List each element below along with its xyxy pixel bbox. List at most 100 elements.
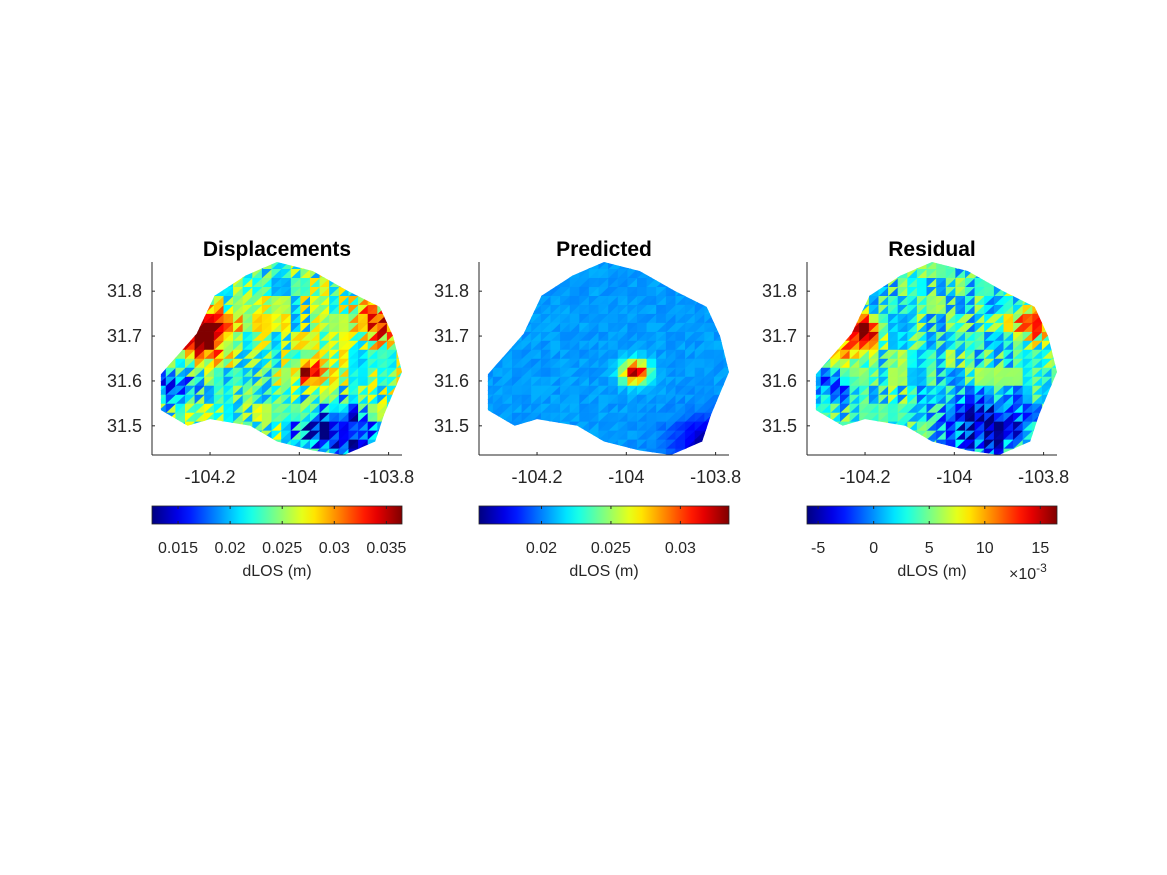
mesh-triangle [540, 286, 552, 297]
panel-predicted: 31.5 31.6 31.7 31.8 -104.2 -104 -103.8 Predicte… [434, 238, 741, 580]
y-tick-label: 31.8 [107, 281, 142, 301]
colorbar-tick-label: 0.025 [591, 540, 631, 557]
mesh-triangle [511, 420, 523, 431]
mesh-triangle [684, 447, 696, 455]
mesh-triangle [521, 420, 533, 431]
mesh-triangle [858, 295, 870, 305]
mesh-triangle [704, 412, 715, 422]
mesh-triangle [175, 420, 187, 431]
mesh-triangle [271, 438, 283, 449]
panel-residual: 31.5 31.6 31.7 31.8 -104.2 -104 -103.8 Residual… [762, 238, 1069, 583]
mesh-triangle [386, 322, 398, 333]
mesh-triangle [175, 340, 187, 351]
mesh-triangle [492, 348, 504, 359]
mesh-triangle [815, 411, 822, 422]
mesh-triangle [1032, 420, 1043, 431]
mesh-triangle [685, 447, 696, 455]
mesh-triangle [338, 277, 350, 288]
mesh-triangle [907, 262, 918, 270]
x-tick-label: -104 [936, 467, 972, 487]
mesh-triangle [160, 411, 167, 422]
mesh-triangle [820, 348, 832, 359]
mesh-triangle [252, 262, 263, 270]
mesh-triangle [993, 277, 1005, 288]
mesh-triangle [487, 366, 494, 377]
mesh-triangle [626, 262, 638, 270]
mesh-triangle [974, 268, 986, 279]
mesh-triangle [251, 262, 263, 270]
colorbar-exponent: ×10-3 [1009, 561, 1047, 583]
mesh-triangle [588, 262, 600, 270]
mesh-triangle [487, 411, 494, 422]
mesh-triangle [300, 262, 312, 270]
mesh-triangle [377, 420, 388, 431]
x-tick-label: -104.2 [185, 467, 236, 487]
mesh-triangle [386, 394, 398, 405]
mesh-triangle [511, 330, 523, 341]
mesh-triangle [578, 262, 590, 270]
triangle-mesh [160, 262, 402, 455]
panel-title: Displacements [203, 238, 351, 261]
mesh-triangle [829, 339, 841, 350]
colorbar-tick-label: 0 [869, 540, 878, 557]
mesh-triangle [165, 349, 177, 360]
y-tick-label: 31.7 [762, 326, 797, 346]
mesh-triangle [386, 403, 398, 414]
y-tick-label: 31.6 [107, 371, 142, 391]
mesh-triangle [1051, 358, 1057, 369]
mesh-triangle [223, 277, 234, 288]
mesh-triangle [492, 349, 504, 360]
mesh-triangle [723, 376, 729, 387]
mesh-triangle [386, 402, 398, 413]
colorbar-tick-label: -5 [811, 540, 825, 557]
mesh-triangle [194, 312, 205, 323]
panel-title: Predicted [556, 238, 652, 261]
mesh-triangle [540, 420, 552, 431]
colorbar [478, 505, 730, 525]
mesh-triangle [713, 322, 725, 333]
mesh-triangle [955, 262, 967, 270]
mesh-triangle [194, 420, 206, 431]
mesh-triangle [377, 412, 388, 422]
mesh-triangle [377, 429, 388, 440]
mesh-triangle [723, 349, 729, 360]
x-tick-label: -104.2 [512, 467, 563, 487]
mesh-triangle [560, 420, 571, 431]
panel-title: Residual [888, 238, 976, 261]
mesh-triangle [675, 447, 687, 455]
mesh-triangle [627, 262, 639, 270]
mesh-triangle [319, 447, 331, 455]
mesh-triangle [907, 429, 918, 440]
mesh-triangle [703, 429, 715, 440]
mesh-triangle [955, 447, 967, 455]
x-tick-label: -103.8 [1018, 467, 1069, 487]
mesh-triangle [704, 429, 715, 440]
mesh-triangle [878, 277, 889, 288]
mesh-triangle [964, 447, 976, 455]
mesh-triangle [1041, 394, 1053, 405]
mesh-triangle [713, 394, 725, 405]
mesh-triangle [348, 447, 360, 455]
mesh-triangle [627, 447, 639, 455]
mesh-triangle [815, 412, 822, 422]
mesh-triangle [300, 447, 312, 455]
mesh-triangle [974, 447, 986, 455]
mesh-triangle [367, 295, 379, 306]
mesh-triangle [377, 304, 388, 315]
mesh-triangle [1051, 367, 1057, 378]
colorbar-label: dLOS (m) [897, 563, 966, 580]
mesh-triangle [550, 420, 562, 431]
mesh-triangle [723, 358, 729, 369]
colorbar-tick-label: 10 [976, 540, 994, 557]
mesh-triangle [906, 262, 918, 270]
mesh-triangle [579, 429, 590, 440]
mesh-triangle [396, 358, 402, 369]
mesh-triangle [487, 412, 494, 422]
mesh-triangle [665, 277, 677, 288]
colorbar-tick-label: 0.03 [319, 540, 350, 557]
mesh-triangle [868, 420, 880, 431]
mesh-triangle [338, 277, 350, 288]
mesh-triangle [926, 438, 938, 449]
y-tick-label: 31.8 [434, 281, 469, 301]
mesh-triangle [713, 403, 725, 414]
